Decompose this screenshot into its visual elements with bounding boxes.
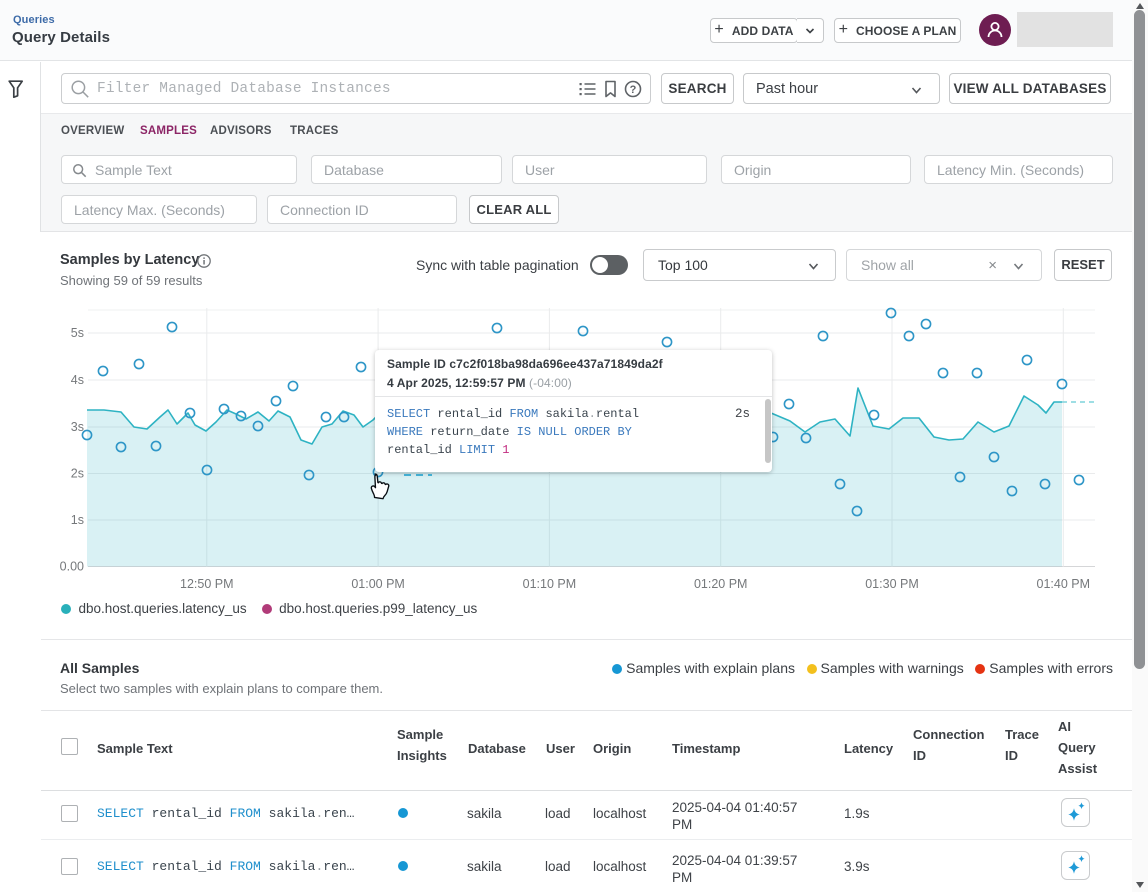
svg-text:01:30 PM: 01:30 PM (865, 577, 919, 591)
svg-text:5s: 5s (71, 326, 84, 340)
svg-text:01:40 PM: 01:40 PM (1037, 577, 1091, 591)
svg-text:1s: 1s (71, 513, 84, 527)
svg-text:12:50 PM: 12:50 PM (180, 577, 234, 591)
svg-text:?: ? (630, 84, 637, 96)
svg-text:3s: 3s (71, 420, 84, 434)
svg-text:01:00 PM: 01:00 PM (351, 577, 405, 591)
svg-text:01:20 PM: 01:20 PM (694, 577, 748, 591)
svg-text:0.00: 0.00 (60, 560, 84, 574)
svg-text:2s: 2s (71, 467, 84, 481)
svg-text:4s: 4s (71, 373, 84, 387)
svg-text:01:10 PM: 01:10 PM (523, 577, 577, 591)
